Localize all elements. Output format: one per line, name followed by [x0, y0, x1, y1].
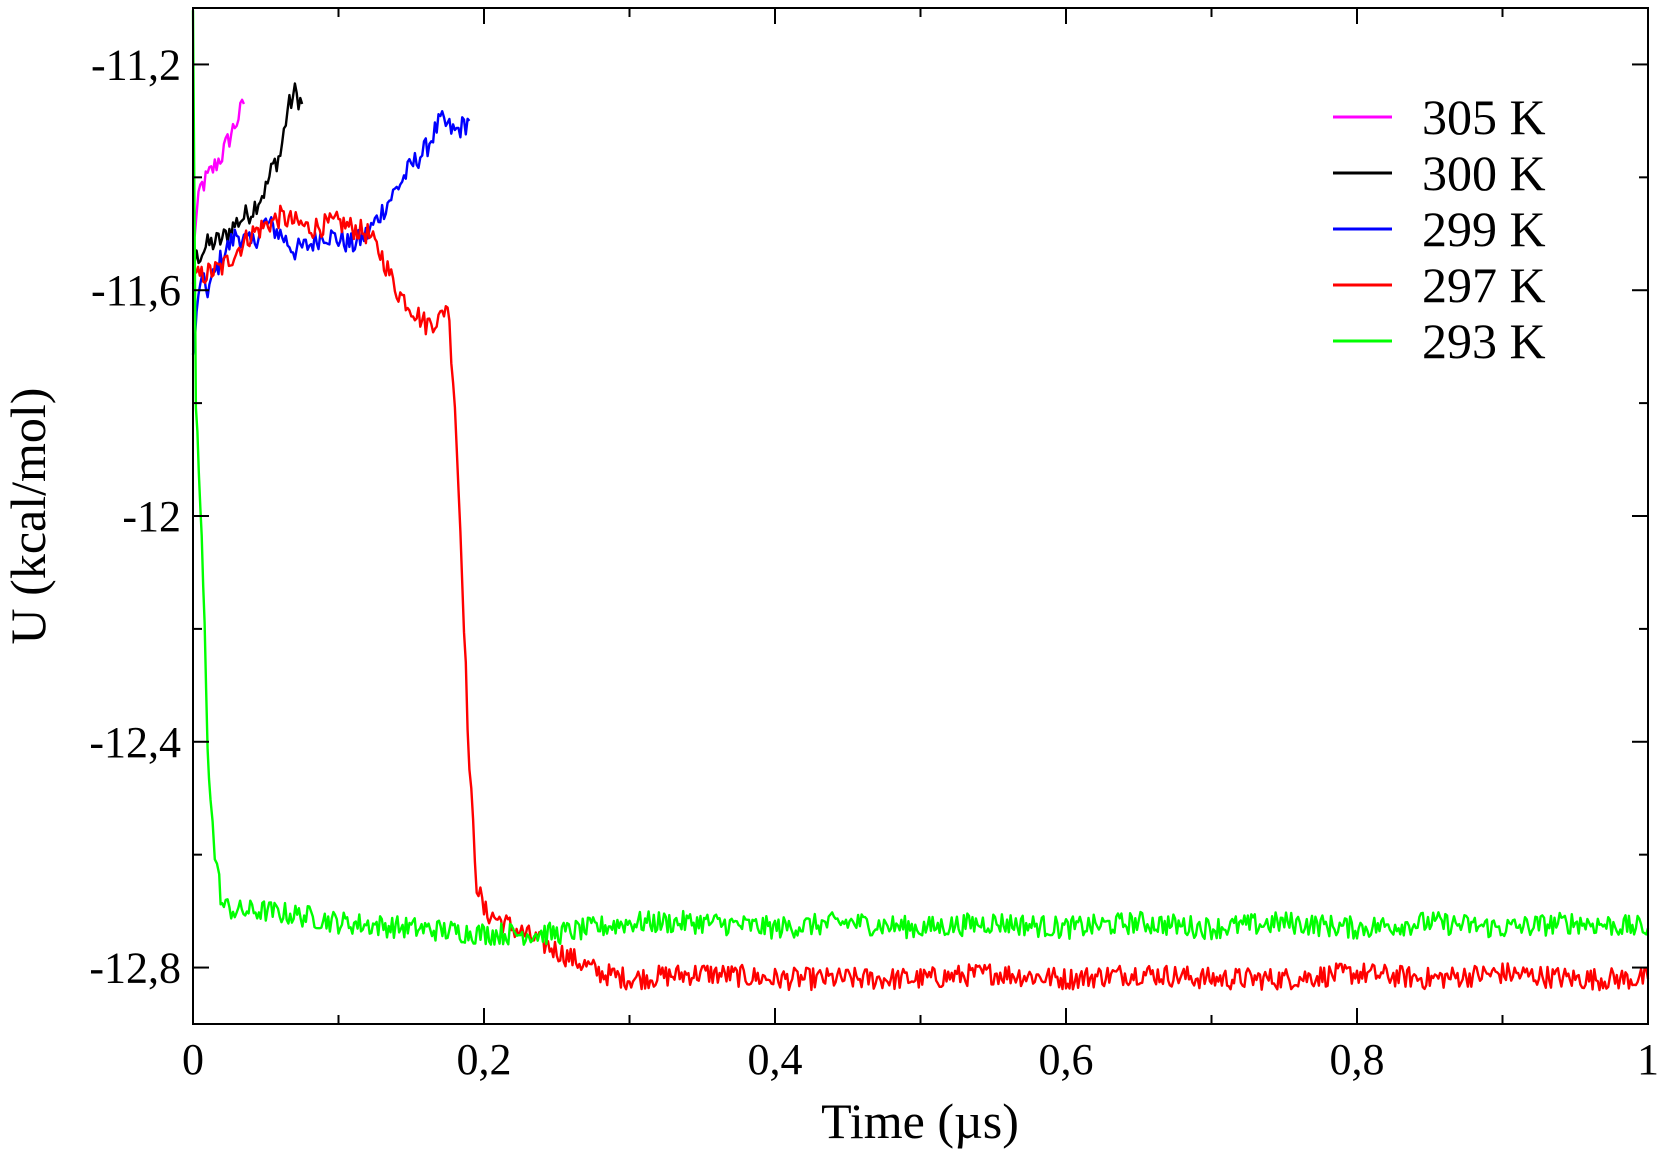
- x-tick-label: 1: [1637, 1035, 1659, 1084]
- legend-label: 299 K: [1422, 201, 1546, 257]
- x-tick-label: 0,6: [1039, 1035, 1094, 1084]
- series-line-300-k: [192, 82, 304, 265]
- axis-ticks: 0 0,2 0,4 0,6 0,8 1 -11,2 -11,6 -12 -12,4 -12,8: [89, 8, 1659, 1084]
- x-axis-title: Time (µs): [821, 1093, 1019, 1149]
- x-tick-label: 0,8: [1330, 1035, 1385, 1084]
- y-axis-title: U (kcal/mol): [0, 388, 56, 645]
- y-tick-label: -12,4: [89, 718, 181, 767]
- y-tick-label: -12: [122, 492, 181, 541]
- x-tick-label: 0,4: [748, 1035, 803, 1084]
- legend-label: 300 K: [1422, 145, 1546, 201]
- y-tick-label: -11,2: [91, 40, 181, 89]
- series-line-297-k: [191, 204, 1650, 992]
- y-tick-label: -11,6: [91, 266, 181, 315]
- legend-label: 305 K: [1422, 89, 1546, 145]
- series-layer: [191, 10, 1650, 992]
- x-tick-label: 0: [182, 1035, 204, 1084]
- legend-label: 293 K: [1422, 313, 1546, 369]
- y-tick-label: -12,8: [89, 944, 181, 993]
- series-line-293-k: [191, 10, 1650, 946]
- x-tick-label: 0,2: [457, 1035, 512, 1084]
- series-line-305-k: [191, 98, 246, 242]
- series-line-299-k: [191, 110, 471, 355]
- legend-label: 297 K: [1422, 257, 1546, 313]
